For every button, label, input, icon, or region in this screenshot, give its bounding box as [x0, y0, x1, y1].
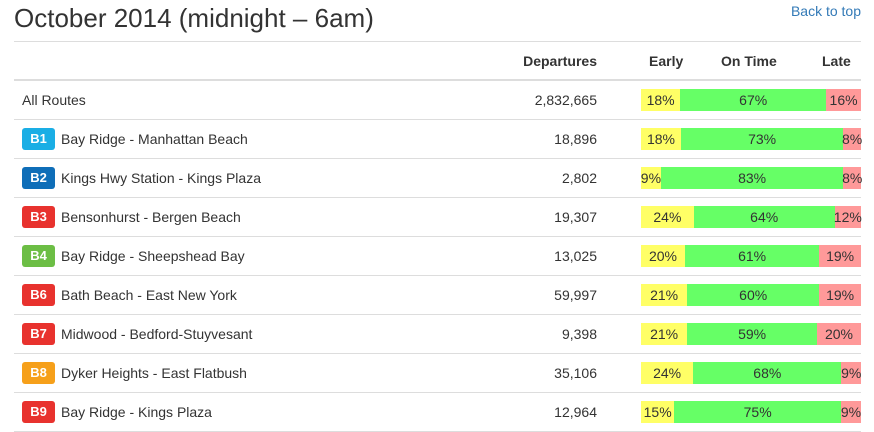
column-header-late[interactable]: Late — [822, 52, 851, 69]
early-segment: 9% — [641, 167, 661, 189]
on-time-segment: 64% — [693, 206, 835, 228]
punctuality-bar: 18% 73% 8% — [641, 128, 862, 150]
table-row: B8 Dyker Heights - East Flatbush 35,106 24%… — [14, 354, 861, 393]
route-cell: All Routes — [22, 81, 86, 119]
early-segment: 18% — [641, 89, 681, 111]
route-cell: B4 Bay Ridge - Sheepshead Bay — [22, 237, 245, 275]
column-header-early[interactable]: Early — [649, 52, 684, 69]
table-row: B2 Kings Hwy Station - Kings Plaza 2,802 9%… — [14, 159, 862, 198]
route-name[interactable]: Dyker Heights - East Flatbush — [61, 365, 247, 381]
late-segment: 20% — [816, 323, 861, 345]
punctuality-bar: 24% 64% 12% — [641, 206, 862, 228]
column-header-on-time[interactable]: On Time — [721, 52, 777, 69]
late-segment: 19% — [819, 245, 861, 267]
route-name[interactable]: Bay Ridge - Kings Plaza — [61, 404, 212, 420]
route-badge[interactable]: B2 — [22, 167, 55, 189]
on-time-segment: 83% — [660, 167, 844, 189]
punctuality-bar: 20% 61% 19% — [641, 245, 861, 267]
route-badge[interactable]: B4 — [22, 245, 55, 267]
early-segment: 24% — [641, 206, 694, 228]
route-badge[interactable]: B3 — [22, 206, 55, 228]
back-to-top-link[interactable]: Back to top — [790, 3, 861, 19]
table-header: Departures Early On Time Late — [14, 42, 861, 81]
route-cell: B2 Kings Hwy Station - Kings Plaza — [22, 159, 261, 197]
table-row: B6 Bath Beach - East New York 59,997 21% 60%… — [14, 276, 861, 315]
on-time-segment: 75% — [674, 401, 841, 423]
on-time-segment: 67% — [680, 89, 827, 111]
route-cell: B3 Bensonhurst - Bergen Beach — [22, 198, 241, 236]
departures-value: 18,896 — [554, 131, 597, 147]
on-time-segment: 61% — [685, 245, 820, 267]
late-segment: 9% — [841, 401, 861, 423]
late-segment: 19% — [819, 284, 861, 306]
late-segment: 8% — [842, 167, 862, 189]
column-header-departures[interactable]: Departures — [523, 52, 597, 69]
route-cell: B6 Bath Beach - East New York — [22, 276, 237, 314]
table-row: B4 Bay Ridge - Sheepshead Bay 13,025 20% 61%… — [14, 237, 861, 276]
page-title: October 2014 (midnight – 6am) — [14, 3, 374, 33]
route-name[interactable]: Midwood - Bedford-Stuyvesant — [61, 326, 253, 342]
table-body: All Routes 2,832,665 18% 67% 16% B1 Bay Ridge … — [14, 81, 862, 432]
late-segment: 8% — [842, 128, 862, 150]
departures-value: 2,832,665 — [534, 92, 597, 108]
route-badge[interactable]: B7 — [22, 323, 55, 345]
route-cell: B7 Midwood - Bedford-Stuyvesant — [22, 315, 252, 353]
late-segment: 12% — [834, 206, 862, 228]
departures-value: 19,307 — [554, 209, 597, 225]
departures-value: 59,997 — [554, 287, 597, 303]
route-cell: B9 Bay Ridge - Kings Plaza — [22, 393, 212, 431]
early-segment: 18% — [641, 128, 681, 150]
departures-value: 9,398 — [561, 326, 597, 342]
route-badge[interactable]: B9 — [22, 401, 55, 423]
on-time-segment: 60% — [687, 284, 820, 306]
early-segment: 21% — [641, 284, 688, 306]
departures-value: 12,964 — [554, 404, 597, 420]
on-time-segment: 68% — [693, 362, 842, 384]
punctuality-bar: 9% 83% 8% — [641, 167, 862, 189]
punctuality-bar: 24% 68% 9% — [641, 362, 861, 384]
early-segment: 21% — [641, 323, 688, 345]
punctuality-bar: 18% 67% 16% — [641, 89, 861, 111]
punctuality-bar: 21% 60% 19% — [641, 284, 861, 306]
early-segment: 20% — [641, 245, 685, 267]
route-badge[interactable]: B8 — [22, 362, 55, 384]
route-cell: B1 Bay Ridge - Manhattan Beach — [22, 120, 248, 158]
table-row: B3 Bensonhurst - Bergen Beach 19,307 24% 64%… — [14, 198, 862, 237]
departures-value: 13,025 — [554, 248, 597, 264]
punctuality-bar: 15% 75% 9% — [641, 401, 861, 423]
table-row: B9 Bay Ridge - Kings Plaza 12,964 15% 75% 9% — [14, 393, 861, 432]
route-cell: B8 Dyker Heights - East Flatbush — [22, 354, 247, 392]
table-row: B7 Midwood - Bedford-Stuyvesant 9,398 21% 59… — [14, 315, 861, 354]
route-name[interactable]: Kings Hwy Station - Kings Plaza — [61, 170, 261, 186]
early-segment: 24% — [641, 362, 694, 384]
route-name[interactable]: Bay Ridge - Manhattan Beach — [61, 131, 248, 147]
late-segment: 16% — [826, 89, 861, 111]
late-segment: 9% — [841, 362, 861, 384]
departures-value: 2,802 — [561, 170, 597, 186]
early-segment: 15% — [641, 401, 675, 423]
route-badge[interactable]: B1 — [22, 128, 55, 150]
route-name: All Routes — [22, 92, 86, 108]
route-name[interactable]: Bay Ridge - Sheepshead Bay — [61, 248, 245, 264]
punctuality-bar: 21% 59% 20% — [641, 323, 861, 345]
route-name[interactable]: Bath Beach - East New York — [61, 287, 237, 303]
on-time-segment: 59% — [687, 323, 817, 345]
route-badge[interactable]: B6 — [22, 284, 55, 306]
departures-value: 35,106 — [554, 365, 597, 381]
performance-table: Departures Early On Time Late All Routes… — [14, 41, 862, 432]
route-name[interactable]: Bensonhurst - Bergen Beach — [61, 209, 241, 225]
table-row: B1 Bay Ridge - Manhattan Beach 18,896 18% 73… — [14, 120, 862, 159]
table-row: All Routes 2,832,665 18% 67% 16% — [14, 81, 861, 120]
on-time-segment: 73% — [681, 128, 844, 150]
